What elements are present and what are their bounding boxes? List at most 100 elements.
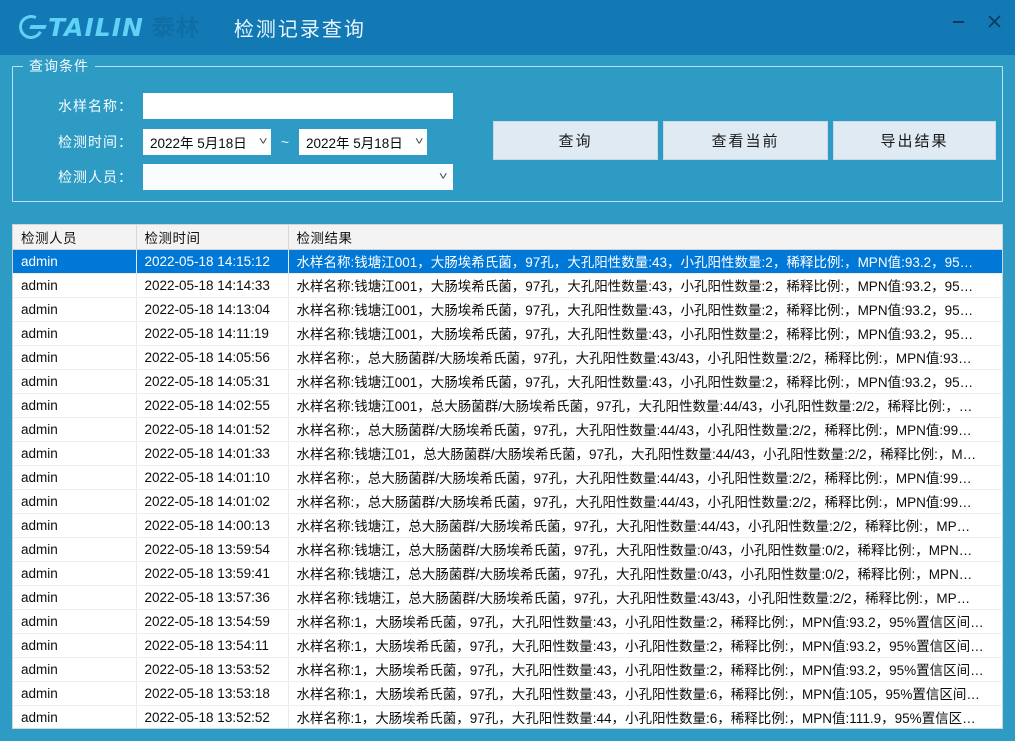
cell-operator: admin bbox=[13, 585, 137, 610]
cell-time: 2022-05-18 13:57:36 bbox=[136, 585, 289, 610]
sample-name-input[interactable] bbox=[143, 93, 453, 119]
cell-time: 2022-05-18 14:05:56 bbox=[136, 345, 289, 370]
cell-time: 2022-05-18 13:52:52 bbox=[136, 705, 289, 728]
operator-select[interactable]: ˅ bbox=[143, 164, 453, 190]
cell-result: 水样名称:钱塘江001，大肠埃希氏菌，97孔，大孔阳性数量:43，小孔阳性数量:… bbox=[288, 297, 1002, 322]
table-row[interactable]: admin 2022-05-18 13:59:54 水样名称:钱塘江，总大肠菌群/大… bbox=[13, 537, 1002, 562]
cell-result: 水样名称:钱塘江001，大肠埃希氏菌，97孔，大孔阳性数量:43，小孔阳性数量:… bbox=[288, 369, 1002, 394]
table-row[interactable]: admin 2022-05-18 13:53:18 水样名称:1，大肠埃希氏菌，97… bbox=[13, 681, 1002, 706]
chevron-down-icon: ˅ bbox=[414, 136, 424, 148]
cell-operator: admin bbox=[13, 537, 137, 562]
cell-operator: admin bbox=[13, 657, 137, 682]
cell-time: 2022-05-18 13:59:54 bbox=[136, 537, 289, 562]
cell-result: 水样名称:1，大肠埃希氏菌，97孔，大孔阳性数量:43，小孔阳性数量:2，稀释比… bbox=[288, 633, 1002, 658]
cell-result: 水样名称:钱塘江001，大肠埃希氏菌，97孔，大孔阳性数量:43，小孔阳性数量:… bbox=[288, 321, 1002, 346]
cell-time: 2022-05-18 14:01:10 bbox=[136, 465, 289, 490]
cell-result: 水样名称:，总大肠菌群/大肠埃希氏菌，97孔，大孔阳性数量:43/43，小孔阳性… bbox=[288, 345, 1002, 370]
cell-result: 水样名称:钱塘江，总大肠菌群/大肠埃希氏菌，97孔，大孔阳性数量:0/43，小孔… bbox=[288, 537, 1002, 562]
table-row[interactable]: admin 2022-05-18 14:13:04 水样名称:钱塘江001，大肠埃希… bbox=[13, 297, 1002, 322]
table-row[interactable]: admin 2022-05-18 14:11:19 水样名称:钱塘江001，大肠埃希… bbox=[13, 321, 1002, 346]
detect-time-label: 检测时间： bbox=[58, 134, 133, 150]
title-bar: TAILIN 泰林 检测记录查询 bbox=[0, 0, 1015, 55]
cell-time: 2022-05-18 13:59:41 bbox=[136, 561, 289, 586]
column-header-time[interactable]: 检测时间 bbox=[136, 225, 289, 250]
cell-time: 2022-05-18 13:54:11 bbox=[136, 633, 289, 658]
cell-operator: admin bbox=[13, 393, 137, 418]
sample-name-row: 水样名称： bbox=[13, 93, 453, 119]
cell-operator: admin bbox=[13, 633, 137, 658]
cell-result: 水样名称:1，大肠埃希氏菌，97孔，大孔阳性数量:43，小孔阳性数量:2，稀释比… bbox=[288, 609, 1002, 634]
table-row[interactable]: admin 2022-05-18 14:05:56 水样名称:，总大肠菌群/大肠埃希… bbox=[13, 345, 1002, 370]
table-row[interactable]: admin 2022-05-18 13:54:59 水样名称:1，大肠埃希氏菌，97… bbox=[13, 609, 1002, 634]
operator-label: 检测人员： bbox=[58, 169, 133, 185]
cell-time: 2022-05-18 13:54:59 bbox=[136, 609, 289, 634]
page-title: 检测记录查询 bbox=[233, 19, 366, 41]
table-header: 检测人员 检测时间 检测结果 bbox=[13, 225, 1002, 250]
table-row[interactable]: admin 2022-05-18 14:02:55 水样名称:钱塘江001，总大肠菌… bbox=[13, 393, 1002, 418]
cell-result: 水样名称:钱塘江001，大肠埃希氏菌，97孔，大孔阳性数量:43，小孔阳性数量:… bbox=[288, 273, 1002, 298]
view-current-button[interactable]: 查看当前 bbox=[663, 121, 828, 160]
table-row[interactable]: admin 2022-05-18 13:53:52 水样名称:1，大肠埃希氏菌，97… bbox=[13, 657, 1002, 682]
brand-logo-text: TAILIN bbox=[48, 13, 144, 42]
column-header-operator[interactable]: 检测人员 bbox=[13, 225, 137, 250]
start-date-picker[interactable]: 2022年 5月18日 ˅ bbox=[143, 129, 271, 155]
table-row[interactable]: admin 2022-05-18 14:05:31 水样名称:钱塘江001，大肠埃希… bbox=[13, 369, 1002, 394]
brand-logo: TAILIN 泰林 bbox=[15, 11, 200, 45]
cell-operator: admin bbox=[13, 249, 137, 274]
cell-time: 2022-05-18 14:15:12 bbox=[136, 249, 289, 274]
close-icon[interactable] bbox=[979, 8, 1009, 34]
minimize-icon[interactable] bbox=[943, 8, 973, 34]
tailin-logo-icon bbox=[15, 11, 47, 42]
cell-result: 水样名称:钱塘江001，大肠埃希氏菌，97孔，大孔阳性数量:43，小孔阳性数量:… bbox=[288, 249, 1002, 274]
table-row[interactable]: admin 2022-05-18 14:01:02 水样名称:，总大肠菌群/大肠埃希… bbox=[13, 489, 1002, 514]
chevron-down-icon: ˅ bbox=[258, 136, 268, 148]
cell-time: 2022-05-18 14:00:13 bbox=[136, 513, 289, 538]
cell-result: 水样名称:1，大肠埃希氏菌，97孔，大孔阳性数量:44，小孔阳性数量:6，稀释比… bbox=[288, 705, 1002, 728]
results-table-container[interactable]: 检测人员 检测时间 检测结果 admin 2022-05-18 14:15:12 水… bbox=[12, 224, 1003, 729]
cell-result: 水样名称:钱塘江001，总大肠菌群/大肠埃希氏菌，97孔，大孔阳性数量:44/4… bbox=[288, 393, 1002, 418]
cell-result: 水样名称:，总大肠菌群/大肠埃希氏菌，97孔，大孔阳性数量:44/43，小孔阳性… bbox=[288, 417, 1002, 442]
date-range-separator: ~ bbox=[280, 134, 290, 150]
table-row[interactable]: admin 2022-05-18 14:14:33 水样名称:钱塘江001，大肠埃希… bbox=[13, 273, 1002, 298]
cell-time: 2022-05-18 13:53:52 bbox=[136, 657, 289, 682]
cell-time: 2022-05-18 14:11:19 bbox=[136, 321, 289, 346]
cell-operator: admin bbox=[13, 465, 137, 490]
cell-time: 2022-05-18 14:05:31 bbox=[136, 369, 289, 394]
cell-operator: admin bbox=[13, 513, 137, 538]
table-row[interactable]: admin 2022-05-18 14:01:33 水样名称:钱塘江01，总大肠菌群… bbox=[13, 441, 1002, 466]
cell-result: 水样名称:钱塘江，总大肠菌群/大肠埃希氏菌，97孔，大孔阳性数量:44/43，小… bbox=[288, 513, 1002, 538]
table-body: admin 2022-05-18 14:15:12 水样名称:钱塘江001，大肠埃希… bbox=[13, 249, 1002, 728]
start-date-value: 2022年 5月18日 bbox=[150, 136, 247, 151]
query-conditions-panel: 查询条件 水样名称： 检测时间： 2022年 5月18日 ˅ ~ 2022年 5… bbox=[12, 56, 1003, 202]
end-date-picker[interactable]: 2022年 5月18日 ˅ bbox=[299, 129, 427, 155]
table-row[interactable]: admin 2022-05-18 14:01:10 水样名称:，总大肠菌群/大肠埃希… bbox=[13, 465, 1002, 490]
end-date-value: 2022年 5月18日 bbox=[306, 136, 403, 151]
cell-operator: admin bbox=[13, 705, 137, 728]
cell-operator: admin bbox=[13, 273, 137, 298]
detect-time-row: 检测时间： 2022年 5月18日 ˅ ~ 2022年 5月18日 ˅ bbox=[13, 129, 427, 155]
cell-operator: admin bbox=[13, 441, 137, 466]
cell-result: 水样名称:，总大肠菌群/大肠埃希氏菌，97孔，大孔阳性数量:44/43，小孔阳性… bbox=[288, 465, 1002, 490]
cell-time: 2022-05-18 14:01:52 bbox=[136, 417, 289, 442]
query-button[interactable]: 查询 bbox=[493, 121, 658, 160]
operator-row: 检测人员： ˅ bbox=[13, 164, 453, 190]
table-header-row: 检测人员 检测时间 检测结果 bbox=[13, 225, 1002, 250]
cell-operator: admin bbox=[13, 369, 137, 394]
cell-operator: admin bbox=[13, 489, 137, 514]
export-results-button[interactable]: 导出结果 bbox=[833, 121, 996, 160]
cell-time: 2022-05-18 14:02:55 bbox=[136, 393, 289, 418]
table-row[interactable]: admin 2022-05-18 13:57:36 水样名称:钱塘江，总大肠菌群/大… bbox=[13, 585, 1002, 610]
table-row[interactable]: admin 2022-05-18 13:52:52 水样名称:1，大肠埃希氏菌，97… bbox=[13, 705, 1002, 728]
cell-result: 水样名称:钱塘江，总大肠菌群/大肠埃希氏菌，97孔，大孔阳性数量:0/43，小孔… bbox=[288, 561, 1002, 586]
column-header-result[interactable]: 检测结果 bbox=[288, 225, 1002, 250]
table-row[interactable]: admin 2022-05-18 14:00:13 水样名称:钱塘江，总大肠菌群/大… bbox=[13, 513, 1002, 538]
table-row[interactable]: admin 2022-05-18 13:54:11 水样名称:1，大肠埃希氏菌，97… bbox=[13, 633, 1002, 658]
cell-operator: admin bbox=[13, 561, 137, 586]
table-row[interactable]: admin 2022-05-18 13:59:41 水样名称:钱塘江，总大肠菌群/大… bbox=[13, 561, 1002, 586]
cell-operator: admin bbox=[13, 321, 137, 346]
sample-name-label: 水样名称： bbox=[58, 98, 133, 114]
cell-time: 2022-05-18 13:53:18 bbox=[136, 681, 289, 706]
table-row[interactable]: admin 2022-05-18 14:15:12 水样名称:钱塘江001，大肠埃希… bbox=[13, 249, 1002, 274]
table-row[interactable]: admin 2022-05-18 14:01:52 水样名称:，总大肠菌群/大肠埃希… bbox=[13, 417, 1002, 442]
